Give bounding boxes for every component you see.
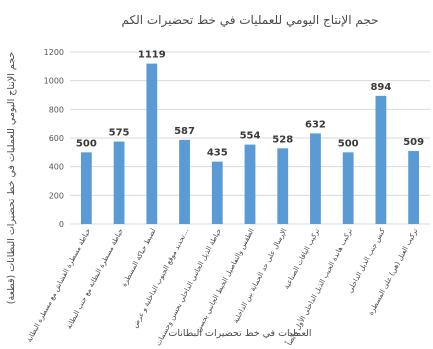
y-tick-label: 1000 xyxy=(44,77,64,86)
bar xyxy=(179,139,190,224)
bar xyxy=(342,152,354,224)
chart-title: حجم الإنتاج اليومي للعمليات في خط تحضيرا… xyxy=(121,13,378,28)
data-label: 587 xyxy=(174,126,195,137)
bar xyxy=(113,141,125,224)
x-axis-label: العمليات في خط تحضيرات البطانات xyxy=(168,328,311,339)
data-label: 894 xyxy=(370,82,391,93)
y-axis-label: حجم الإنتاج اليومي للعمليات في خط تحضيرا… xyxy=(6,52,17,305)
y-tick-label: 200 xyxy=(49,191,64,200)
bar xyxy=(310,133,321,224)
y-tick-label: 800 xyxy=(49,105,64,114)
data-label: 528 xyxy=(272,134,293,145)
y-tick-label: 400 xyxy=(49,163,64,172)
bar xyxy=(375,95,387,224)
bar xyxy=(80,152,92,224)
y-tick-label: 0 xyxy=(59,220,64,229)
bar xyxy=(146,63,158,224)
data-label: 632 xyxy=(305,119,326,130)
data-label: 554 xyxy=(240,131,261,142)
bar xyxy=(244,144,256,224)
data-label: 575 xyxy=(109,128,130,139)
bar xyxy=(277,148,289,224)
data-label: 500 xyxy=(338,138,359,149)
data-label: 1119 xyxy=(138,50,166,61)
bar xyxy=(408,151,420,224)
bar xyxy=(211,161,223,224)
data-label: 500 xyxy=(76,138,97,149)
data-label: 509 xyxy=(403,137,424,148)
data-label: 435 xyxy=(207,148,228,159)
y-tick-label: 1200 xyxy=(44,48,64,57)
y-tick-label: 600 xyxy=(49,134,64,143)
